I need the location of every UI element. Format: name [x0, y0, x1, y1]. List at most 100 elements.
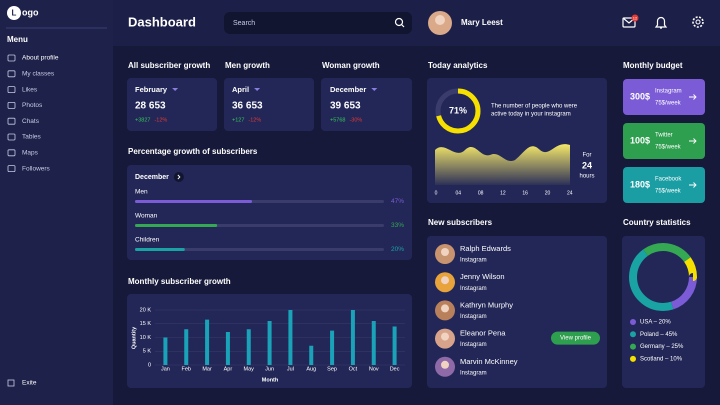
card [224, 78, 314, 131]
arrow-icon [689, 182, 697, 188]
budget-amount: 100$ [630, 135, 650, 145]
increase: +127 [232, 117, 244, 123]
donut-label: 71% [449, 105, 467, 115]
decrease: -30% [349, 117, 362, 123]
menu-item: Likes [22, 86, 38, 93]
legend-label: USA – 20% [640, 320, 671, 326]
bell-icon[interactable] [654, 16, 668, 29]
bar-value: 20% [391, 246, 404, 253]
card [427, 236, 607, 388]
bar [392, 326, 397, 365]
y-axis-label: Quantity [131, 326, 137, 349]
description: The number of people who were [491, 104, 578, 110]
dropdown-arrow [371, 88, 378, 91]
avatar [441, 360, 449, 369]
x-tick-label: Oct [349, 366, 358, 372]
mail-icon[interactable] [622, 17, 636, 28]
x-tick-label: Jan [161, 366, 170, 372]
description: active today in your instagram [491, 112, 571, 118]
progress-bar [135, 200, 253, 203]
legend-dot [630, 343, 636, 350]
bar-label: Children [135, 237, 160, 244]
progress-bar [135, 224, 218, 227]
x-tick-label: Jun [265, 366, 274, 372]
menu-icon [7, 133, 16, 141]
budget-amount: 180$ [630, 179, 650, 189]
card [321, 78, 412, 131]
bar [225, 332, 230, 365]
donut-segment [629, 243, 697, 311]
mail-badge: 12 [633, 15, 638, 20]
menu-icon [7, 54, 16, 62]
section-title: Percentage growth of subscribers [128, 147, 258, 156]
budget-platform: Instagram [655, 89, 682, 95]
donut-segment [629, 243, 697, 311]
bar [246, 329, 251, 365]
page-title: Dashboard [128, 14, 196, 29]
arrow-icon [689, 94, 697, 100]
exit-icon [7, 379, 15, 387]
legend-dot [630, 355, 636, 362]
legend-label: Scotland – 10% [640, 356, 683, 362]
menu-icon [7, 102, 16, 109]
subscriber-name: Marvin McKinney [460, 357, 518, 366]
period-value: 24 [582, 160, 592, 170]
subscriber-source: Instagram [460, 370, 487, 376]
budget-amount: 300$ [630, 91, 650, 101]
menu-icon [7, 86, 16, 93]
logo-text: ogo [22, 7, 39, 17]
menu-item: Tables [22, 134, 42, 141]
settings-icon [695, 19, 701, 25]
period: February [135, 85, 168, 94]
x-tick-label: Jul [287, 366, 294, 372]
search-box[interactable] [224, 12, 412, 34]
x-tick-label: 12 [500, 190, 506, 196]
bar-label: Woman [135, 213, 158, 220]
x-tick-label: 20 [545, 190, 551, 196]
legend-dot [630, 319, 636, 325]
subscriber-source: Instagram [460, 342, 487, 348]
bar [309, 345, 314, 365]
avatar [441, 304, 449, 313]
logo-mark-text: L [12, 9, 17, 18]
logo-mark [7, 6, 21, 20]
menu-item: My classes [22, 71, 55, 78]
search-placeholder: Search [233, 20, 255, 27]
menu-icon [7, 117, 16, 125]
avatar [441, 248, 449, 256]
budget-card[interactable] [623, 167, 705, 203]
budget-platform: Twitter [655, 133, 673, 139]
avatar [441, 332, 449, 341]
exit: Exite [22, 380, 37, 387]
x-tick-label: 04 [456, 190, 462, 196]
bar [205, 319, 210, 365]
period: December [135, 174, 169, 181]
menu-item: Maps [22, 150, 39, 157]
chart-title: Monthly subscriber growth [128, 277, 231, 286]
bar [267, 321, 272, 365]
y-tick-label: 15 K [140, 321, 152, 327]
avatar [435, 15, 445, 25]
x-tick-label: Sep [327, 366, 337, 372]
avatar [441, 276, 449, 285]
menu-icon [7, 165, 16, 173]
card [622, 236, 705, 388]
subscriber-name: Ralph Edwards [460, 244, 511, 253]
menu-title: Menu [7, 35, 28, 44]
x-tick-label: Apr [224, 366, 233, 372]
value: 39 653 [330, 101, 361, 112]
budget-card[interactable] [623, 123, 705, 159]
period-button[interactable] [173, 172, 184, 182]
bar [330, 330, 335, 365]
x-axis-label: Month [262, 377, 279, 383]
settings-icon[interactable] [692, 16, 704, 28]
view-profile-button[interactable] [551, 331, 600, 345]
bar [288, 310, 293, 365]
search-icon [401, 24, 405, 28]
budget-card[interactable] [623, 79, 705, 115]
x-tick-label: Feb [182, 366, 191, 372]
button-label: View profile [560, 336, 592, 342]
x-tick-label: Dec [390, 366, 400, 372]
